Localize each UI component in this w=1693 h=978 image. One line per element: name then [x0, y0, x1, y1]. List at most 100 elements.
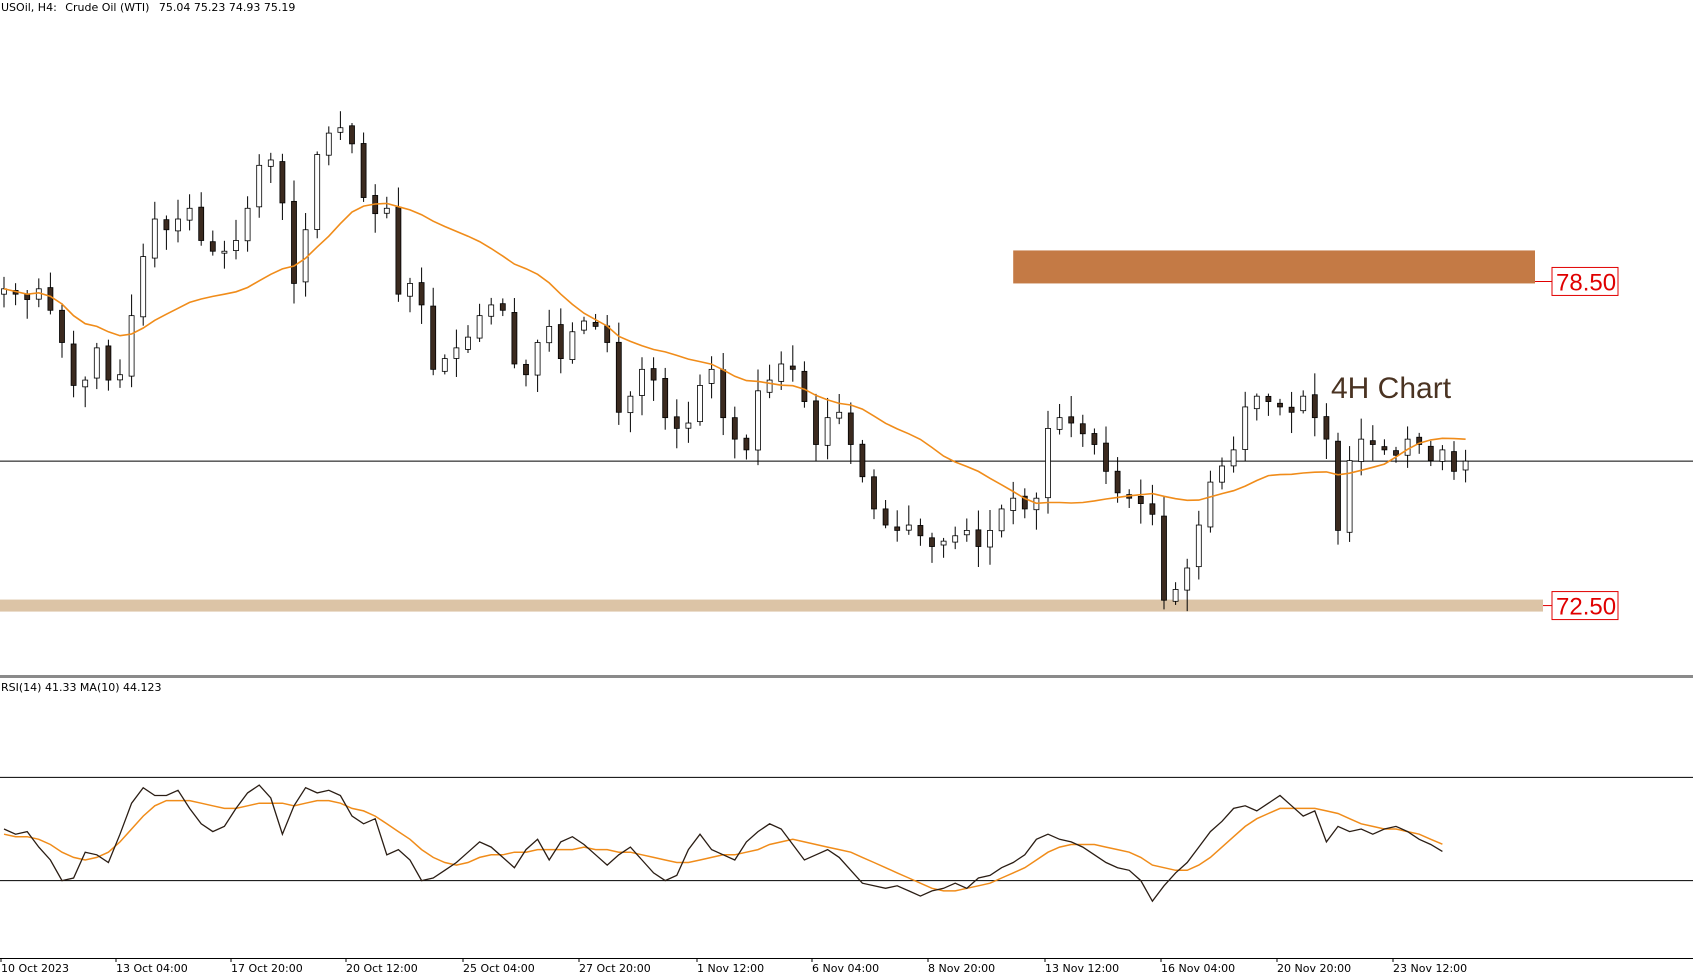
- candle: [1451, 441, 1457, 480]
- candle: [755, 369, 761, 466]
- rsi-line: [3, 784, 1443, 903]
- candle: [859, 439, 866, 483]
- candle-body: [1393, 450, 1399, 456]
- candle: [1091, 428, 1098, 455]
- candle: [627, 391, 634, 433]
- candle: [1253, 393, 1260, 421]
- candle: [766, 364, 773, 399]
- candle: [499, 298, 506, 317]
- candle-body: [395, 206, 402, 295]
- resistance-zone: [1013, 250, 1535, 284]
- candle-body: [952, 535, 959, 543]
- time-axis-label: 17 Oct 20:00: [231, 962, 303, 975]
- time-axis-label: 23 Nov 12:00: [1393, 962, 1467, 975]
- candle: [1010, 481, 1017, 525]
- candle-body: [1323, 416, 1330, 440]
- candle-body: [882, 508, 889, 526]
- candle: [824, 397, 831, 460]
- candle-body: [465, 336, 471, 350]
- candle: [929, 532, 935, 563]
- candle: [743, 434, 750, 460]
- candle-body: [47, 287, 54, 311]
- time-axis-label: 6 Nov 04:00: [812, 962, 879, 975]
- candle-body: [1277, 402, 1283, 408]
- candle-body: [534, 342, 541, 376]
- candle: [1033, 492, 1040, 530]
- candle-body: [441, 358, 448, 372]
- candle-body: [407, 283, 413, 297]
- candle-body: [1195, 524, 1202, 568]
- resistance-label-box: [1551, 266, 1619, 296]
- candle-body: [140, 256, 147, 318]
- candle: [221, 240, 228, 269]
- candle: [813, 393, 819, 462]
- candle-body: [743, 437, 750, 451]
- candle: [395, 187, 402, 302]
- candle-body: [975, 529, 982, 547]
- candle: [963, 518, 970, 542]
- panel-separator[interactable]: [0, 675, 1693, 678]
- candle: [383, 196, 390, 219]
- candle-body: [337, 127, 344, 133]
- candle-body: [697, 385, 703, 423]
- candle: [673, 399, 680, 449]
- candle: [233, 219, 239, 260]
- candle-body: [708, 368, 715, 384]
- candle: [256, 154, 263, 218]
- candle: [93, 342, 100, 390]
- candle: [917, 518, 924, 546]
- candle: [1358, 418, 1365, 476]
- candle: [314, 151, 321, 239]
- candle-body: [291, 200, 297, 284]
- candle-body: [987, 530, 993, 548]
- candle-body: [847, 412, 854, 445]
- candle-body: [105, 345, 112, 381]
- candle-body: [1358, 438, 1365, 462]
- candle-body: [801, 370, 808, 402]
- candle-body: [685, 422, 692, 429]
- candle-body: [569, 331, 576, 361]
- candle-body: [905, 524, 912, 531]
- candle: [1056, 403, 1063, 435]
- candle: [1335, 432, 1341, 545]
- candle: [244, 196, 251, 252]
- candle: [1172, 582, 1179, 605]
- candle-body: [940, 540, 947, 546]
- candle-body: [894, 526, 901, 531]
- candle-body: [1311, 394, 1318, 419]
- candle: [1288, 391, 1295, 434]
- candle: [1393, 446, 1399, 463]
- candle: [662, 367, 669, 430]
- candle: [1265, 393, 1272, 416]
- candle: [70, 330, 77, 398]
- candle-body: [360, 143, 367, 198]
- candle: [546, 309, 553, 352]
- candle-body: [256, 164, 263, 208]
- candle-body: [233, 240, 239, 251]
- candle: [291, 180, 297, 304]
- candle: [163, 215, 170, 250]
- candle-body: [1056, 417, 1063, 430]
- candle: [12, 283, 19, 306]
- candle-body: [383, 207, 390, 214]
- candle-body: [1207, 481, 1214, 528]
- candle-body: [859, 443, 866, 478]
- candle: [894, 510, 901, 542]
- candle-body: [615, 341, 622, 413]
- time-axis-label: 25 Oct 04:00: [463, 962, 535, 975]
- candle: [117, 359, 123, 388]
- support-price-label: 72.50: [1551, 591, 1619, 621]
- time-axis-label: 1 Nov 12:00: [697, 962, 764, 975]
- instrument-description: Crude Oil (WTI): [65, 1, 149, 14]
- candle-body: [546, 325, 553, 344]
- candle-body: [1427, 445, 1434, 462]
- time-axis-label: 13 Oct 04:00: [116, 962, 188, 975]
- candle-body: [1451, 451, 1457, 472]
- candle: [523, 359, 529, 387]
- time-axis-label: 20 Oct 12:00: [346, 962, 418, 975]
- candle-body: [1265, 395, 1272, 402]
- candle-body: [418, 282, 425, 306]
- candle: [847, 402, 854, 464]
- candle: [488, 297, 495, 325]
